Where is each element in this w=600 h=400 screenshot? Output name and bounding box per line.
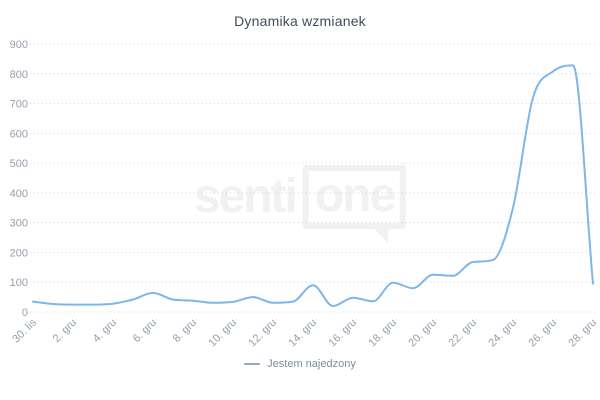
x-axis-label-16-gru: 16. gru	[326, 317, 359, 350]
x-axis-label-22-gru: 22. gru	[446, 317, 479, 350]
y-axis-label-100: 100	[10, 277, 28, 289]
y-axis-label-0: 0	[22, 307, 28, 319]
watermark-speech-bubble: one	[302, 165, 407, 243]
x-axis-label-2-gru: 2. gru	[51, 317, 79, 345]
x-axis-label-30-lis: 30. lis	[10, 316, 39, 345]
watermark-senti: senti	[193, 170, 298, 223]
series-line-jestem-najedzony	[32, 64, 594, 307]
legend: Jestem najedzony	[0, 356, 600, 372]
y-axis-label-700: 700	[10, 99, 28, 111]
x-axis-label-28-gru: 28. gru	[566, 317, 599, 350]
y-axis-label-200: 200	[10, 247, 28, 259]
y-axis-label-900: 900	[10, 39, 28, 51]
watermark-one: one	[314, 169, 396, 222]
watermark: senti one	[193, 165, 407, 243]
x-axis-label-24-gru: 24. gru	[486, 317, 519, 350]
y-axis-label-500: 500	[10, 158, 28, 170]
chart-title: Dynamika wzmianek	[234, 13, 366, 29]
x-axis-label-8-gru: 8. gru	[171, 317, 199, 345]
legend-label: Jestem najedzony	[267, 358, 356, 370]
x-axis-label-4-gru: 4. gru	[91, 317, 119, 345]
x-axis-label-20-gru: 20. gru	[406, 317, 439, 350]
x-axis-label-10-gru: 10. gru	[206, 317, 239, 350]
y-axis-label-600: 600	[10, 128, 28, 140]
y-axis-label-300: 300	[10, 218, 28, 230]
x-axis-label-14-gru: 14. gru	[286, 317, 319, 350]
y-axis-label-800: 800	[10, 69, 28, 81]
x-axis-label-18-gru: 18. gru	[366, 317, 399, 350]
x-axis-label-26-gru: 26. gru	[526, 317, 559, 350]
y-axis-label-400: 400	[10, 188, 28, 200]
legend-item-jestem-najedzony[interactable]: Jestem najedzony	[240, 356, 360, 372]
x-axis-label-12-gru: 12. gru	[246, 317, 279, 350]
x-axis-label-6-gru: 6. gru	[131, 317, 159, 345]
legend-line-marker	[244, 363, 261, 365]
